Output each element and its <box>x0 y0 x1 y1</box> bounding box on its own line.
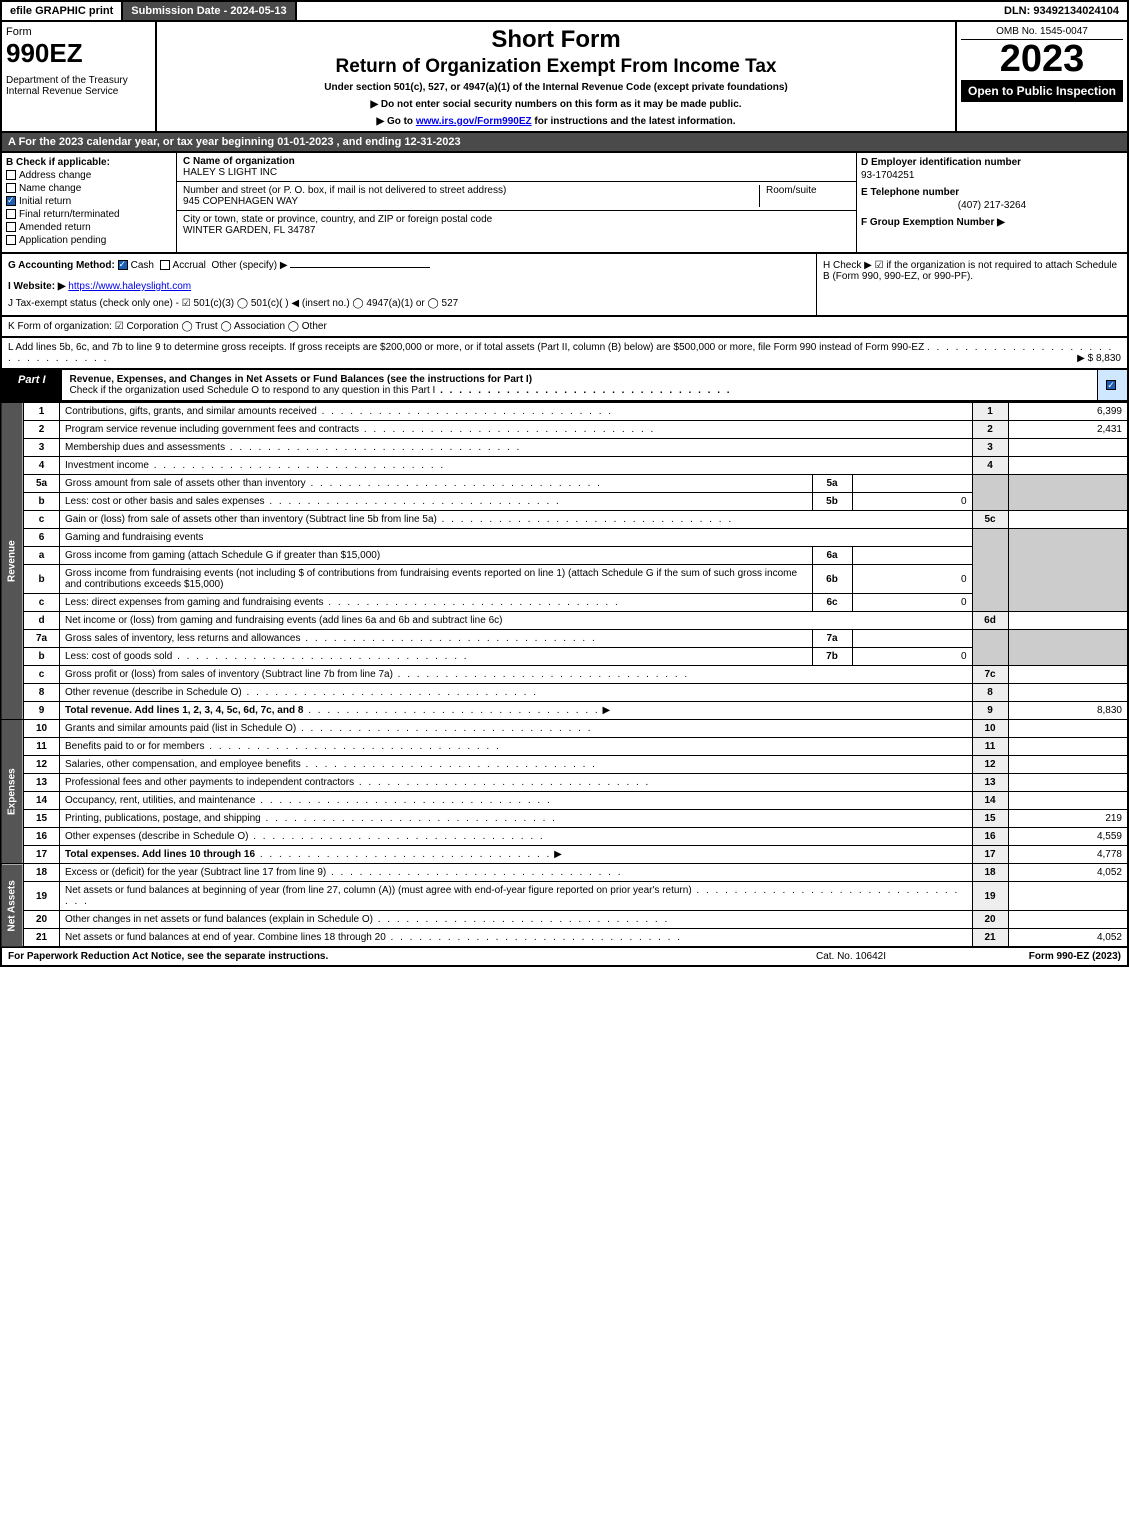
box-l: L Add lines 5b, 6c, and 7b to line 9 to … <box>0 338 1129 370</box>
chk-accrual[interactable] <box>160 260 170 270</box>
phone-value: (407) 217-3264 <box>861 200 1123 211</box>
side-revenue: Revenue <box>1 403 24 720</box>
org-name-row: C Name of organization HALEY S LIGHT INC <box>177 153 856 182</box>
ein-label: D Employer identification number <box>861 157 1123 168</box>
top-bar: efile GRAPHIC print Submission Date - 20… <box>0 0 1129 22</box>
footer-right: Form 990-EZ (2023) <box>951 951 1121 962</box>
section-a: A For the 2023 calendar year, or tax yea… <box>0 133 1129 153</box>
box-b-label: B Check if applicable: <box>6 157 172 168</box>
chk-address-change[interactable]: Address change <box>6 170 172 181</box>
box-i-label: I Website: ▶ <box>8 281 66 292</box>
header-right: OMB No. 1545-0047 2023 Open to Public In… <box>957 22 1127 131</box>
form-header: Form 990EZ Department of the Treasury Int… <box>0 22 1129 133</box>
gh-row: G Accounting Method: Cash Accrual Other … <box>0 254 1129 317</box>
part1-header: Part I Revenue, Expenses, and Changes in… <box>0 370 1129 402</box>
chk-initial-return[interactable]: Initial return <box>6 196 172 207</box>
header-left: Form 990EZ Department of the Treasury Int… <box>2 22 157 131</box>
city-row: City or town, state or province, country… <box>177 211 856 239</box>
org-name-label: C Name of organization <box>183 156 850 167</box>
chk-cash[interactable] <box>118 260 128 270</box>
group-exemption-label: F Group Exemption Number ▶ <box>861 217 1123 228</box>
chk-application-pending[interactable]: Application pending <box>6 235 172 246</box>
info-block: B Check if applicable: Address change Na… <box>0 153 1129 254</box>
side-net-assets: Net Assets <box>1 864 24 948</box>
page-footer: For Paperwork Reduction Act Notice, see … <box>0 948 1129 967</box>
form-word: Form <box>6 26 151 38</box>
dln: DLN: 93492134024104 <box>996 2 1127 20</box>
chk-name-change[interactable]: Name change <box>6 183 172 194</box>
ein-value: 93-1704251 <box>861 170 1123 181</box>
box-h: H Check ▶ ☑ if the organization is not r… <box>817 254 1127 315</box>
form-note-1: ▶ Do not enter social security numbers o… <box>165 99 947 110</box>
website-link[interactable]: https://www.haleyslight.com <box>68 281 191 292</box>
box-b: B Check if applicable: Address change Na… <box>2 153 177 252</box>
city-value: WINTER GARDEN, FL 34787 <box>183 225 850 236</box>
chk-amended-return[interactable]: Amended return <box>6 222 172 233</box>
irs-link[interactable]: www.irs.gov/Form990EZ <box>416 116 532 127</box>
box-j: J Tax-exempt status (check only one) - ☑… <box>8 298 810 309</box>
side-expenses: Expenses <box>1 720 24 864</box>
submission-date: Submission Date - 2024-05-13 <box>123 2 296 20</box>
box-l-text: L Add lines 5b, 6c, and 7b to line 9 to … <box>8 342 924 353</box>
department-label: Department of the Treasury Internal Reve… <box>6 75 151 97</box>
efile-label: efile GRAPHIC print <box>2 2 123 20</box>
form-number: 990EZ <box>6 38 151 69</box>
street-value: 945 COPENHAGEN WAY <box>183 196 753 207</box>
note2-pre: ▶ Go to <box>376 116 415 127</box>
chk-final-return[interactable]: Final return/terminated <box>6 209 172 220</box>
box-g: G Accounting Method: Cash Accrual Other … <box>2 254 817 315</box>
footer-left: For Paperwork Reduction Act Notice, see … <box>8 951 751 962</box>
header-center: Short Form Return of Organization Exempt… <box>157 22 957 131</box>
note2-post: for instructions and the latest informat… <box>532 116 736 127</box>
part1-title: Revenue, Expenses, and Changes in Net As… <box>62 370 1097 400</box>
form-note-2: ▶ Go to www.irs.gov/Form990EZ for instru… <box>165 116 947 127</box>
room-label: Room/suite <box>760 185 850 207</box>
form-title-1: Short Form <box>165 26 947 54</box>
city-label: City or town, state or province, country… <box>183 214 850 225</box>
form-title-2: Return of Organization Exempt From Incom… <box>165 56 947 78</box>
street-label: Number and street (or P. O. box, if mail… <box>183 185 753 196</box>
street-row: Number and street (or P. O. box, if mail… <box>177 182 856 211</box>
footer-mid: Cat. No. 10642I <box>751 951 951 962</box>
box-d-e-f: D Employer identification number 93-1704… <box>857 153 1127 252</box>
part1-grid: Revenue 1Contributions, gifts, grants, a… <box>0 402 1129 948</box>
box-k: K Form of organization: ☑ Corporation ◯ … <box>0 317 1129 338</box>
box-l-amount: ▶ $ 8,830 <box>1077 353 1121 364</box>
box-c: C Name of organization HALEY S LIGHT INC… <box>177 153 857 252</box>
box-g-label: G Accounting Method: <box>8 260 115 271</box>
tax-year: 2023 <box>961 40 1123 78</box>
form-subtitle: Under section 501(c), 527, or 4947(a)(1)… <box>165 82 947 93</box>
public-inspection-badge: Open to Public Inspection <box>961 80 1123 102</box>
part1-tag: Part I <box>2 370 62 400</box>
phone-label: E Telephone number <box>861 187 1123 198</box>
org-name: HALEY S LIGHT INC <box>183 167 850 178</box>
part1-schedule-o-check[interactable] <box>1097 370 1127 400</box>
